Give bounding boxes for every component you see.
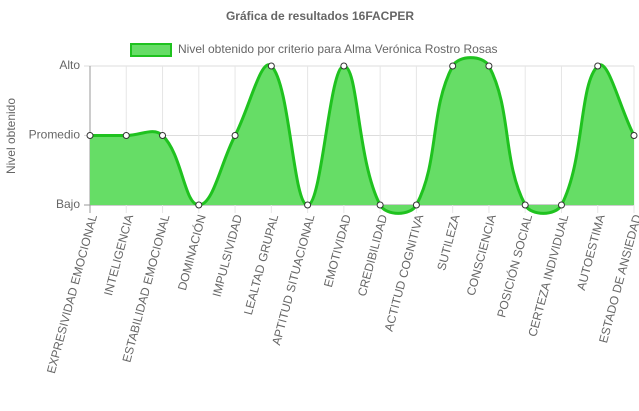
point xyxy=(376,201,384,209)
x-tick-label: EXPRESIVIDAD EMOCIONAL xyxy=(44,213,100,375)
x-tick-label: LEALTAD GRUPAL xyxy=(241,213,281,317)
legend-swatch xyxy=(130,43,172,57)
point xyxy=(557,201,565,209)
point xyxy=(159,132,167,139)
x-tick-label: POSICIÓN SOCIAL xyxy=(493,212,535,319)
x-tick-label: SUTILEZA xyxy=(434,213,462,272)
point xyxy=(195,201,203,209)
x-tick-label: DOMINACIÓN xyxy=(174,213,209,292)
x-tick-label: IMPULSIVIDAD xyxy=(210,213,246,299)
point xyxy=(521,201,529,209)
point xyxy=(340,62,348,70)
point xyxy=(267,62,275,70)
point xyxy=(231,132,239,139)
y-tick-label: Promedio xyxy=(29,128,81,142)
area xyxy=(90,57,634,214)
y-tick-label: Bajo xyxy=(56,197,80,211)
x-tick-label: EMOTIVIDAD xyxy=(321,213,354,289)
chart-title: Gráfica de resultados 16FACPER xyxy=(226,9,414,23)
x-tick-label: CONSCIENCIA xyxy=(464,213,499,297)
point xyxy=(86,132,94,139)
y-axis-title: Nivel obtenido xyxy=(4,98,18,174)
point xyxy=(304,201,312,209)
legend-label: Nivel obtenido por criterio para Alma Ve… xyxy=(178,42,498,56)
x-tick-label: INTELIGENCIA xyxy=(101,213,136,297)
x-tick-label: CREDIBILIDAD xyxy=(355,213,390,298)
x-tick-label: ACTITUD COGNITIVA xyxy=(382,213,427,333)
point xyxy=(122,132,130,139)
point xyxy=(630,132,638,139)
point xyxy=(485,62,493,70)
y-tick-label: Alto xyxy=(59,58,80,72)
x-tick-label: AUTOESTIMA xyxy=(574,213,608,292)
point xyxy=(449,62,457,70)
point xyxy=(412,201,420,209)
point xyxy=(594,62,602,70)
x-tick-label: CERTEZA INDIVIDUAL xyxy=(525,213,571,338)
